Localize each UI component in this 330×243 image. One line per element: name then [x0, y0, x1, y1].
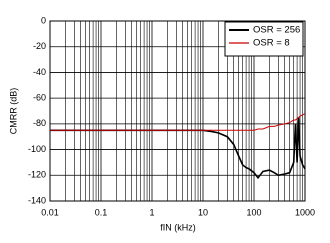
y-axis-label: CMRR (dB) — [8, 88, 18, 135]
y-tick-label: -40 — [33, 67, 46, 77]
x-tick-label: 0.01 — [41, 207, 59, 217]
series-line — [50, 117, 306, 180]
x-tick-label: 1 — [149, 207, 154, 217]
x-tick-label: 0.1 — [95, 207, 108, 217]
y-tick-label: -60 — [33, 93, 46, 103]
y-tick-label: 0 — [41, 15, 46, 25]
x-tick-label: 10 — [198, 207, 208, 217]
legend-box — [224, 21, 304, 57]
series-line — [50, 113, 306, 131]
y-tick-label: -120 — [28, 170, 46, 180]
legend-label: OSR = 256 — [253, 25, 300, 36]
y-tick-label: -140 — [28, 195, 46, 205]
x-axis-label: fIN (kHz) — [160, 222, 196, 232]
plot-frame — [49, 20, 306, 202]
legend-label: OSR = 8 — [253, 38, 290, 49]
y-tick-label: -80 — [33, 118, 46, 128]
x-tick-label: 100 — [246, 207, 261, 217]
y-tick-label: -100 — [28, 144, 46, 154]
x-tick-label: 1000 — [295, 207, 315, 217]
y-tick-label: -20 — [33, 41, 46, 51]
